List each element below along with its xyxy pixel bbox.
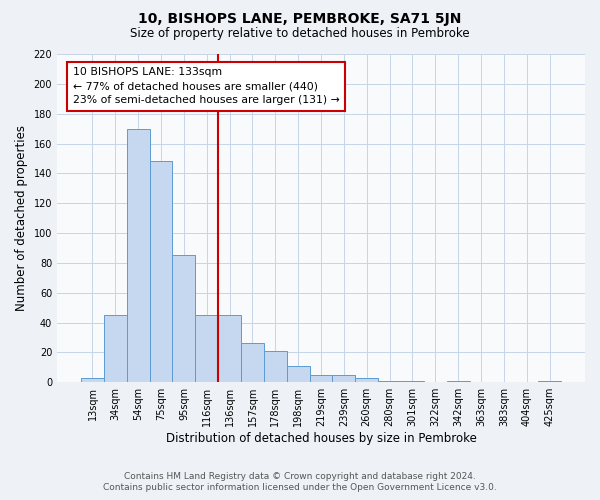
Bar — [241, 344, 264, 382]
Bar — [196, 315, 218, 382]
Y-axis label: Number of detached properties: Number of detached properties — [15, 125, 28, 311]
Bar — [264, 351, 287, 382]
Bar — [104, 315, 127, 382]
Text: Contains public sector information licensed under the Open Government Licence v3: Contains public sector information licen… — [103, 484, 497, 492]
Bar — [127, 128, 149, 382]
Bar — [81, 378, 104, 382]
Bar — [172, 256, 196, 382]
Text: Contains HM Land Registry data © Crown copyright and database right 2024.: Contains HM Land Registry data © Crown c… — [124, 472, 476, 481]
Text: 10 BISHOPS LANE: 133sqm
← 77% of detached houses are smaller (440)
23% of semi-d: 10 BISHOPS LANE: 133sqm ← 77% of detache… — [73, 67, 340, 105]
Bar — [401, 380, 424, 382]
Bar — [149, 162, 172, 382]
Bar — [287, 366, 310, 382]
Bar — [355, 378, 378, 382]
Bar — [447, 380, 470, 382]
X-axis label: Distribution of detached houses by size in Pembroke: Distribution of detached houses by size … — [166, 432, 476, 445]
Text: 10, BISHOPS LANE, PEMBROKE, SA71 5JN: 10, BISHOPS LANE, PEMBROKE, SA71 5JN — [139, 12, 461, 26]
Bar — [378, 380, 401, 382]
Bar — [332, 374, 355, 382]
Bar — [218, 315, 241, 382]
Bar — [310, 374, 332, 382]
Text: Size of property relative to detached houses in Pembroke: Size of property relative to detached ho… — [130, 28, 470, 40]
Bar — [538, 380, 561, 382]
